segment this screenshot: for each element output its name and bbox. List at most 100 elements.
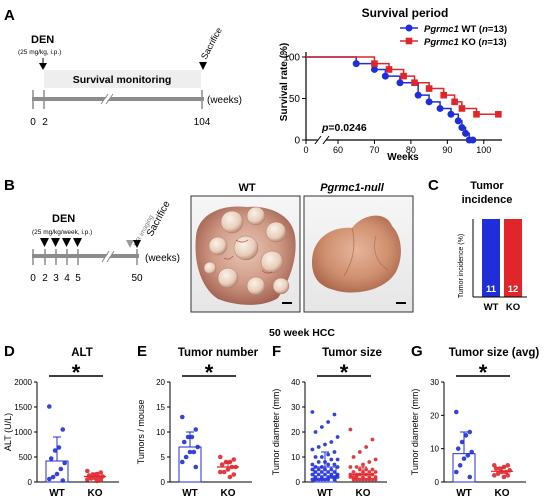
data-point-wt: [54, 471, 60, 477]
survival-point-wt: [381, 72, 389, 80]
legend-marker-wt: [405, 24, 413, 32]
timeline-ticks-a: [32, 90, 203, 109]
dot-plot-y-tick-label: 10: [430, 445, 439, 454]
legend-label: Pgrmc1 WT (n=13): [424, 24, 507, 35]
data-point-wt: [60, 478, 66, 483]
data-point-wt: [195, 444, 200, 450]
significance-star: *: [205, 360, 214, 385]
data-point-ko: [85, 477, 90, 482]
dot-plot-ylabel: Tumor diameter (mm): [410, 389, 420, 476]
data-point-wt: [319, 477, 324, 482]
survival-point-ko: [473, 110, 480, 118]
den-weekly-arrows-icon: [40, 238, 82, 247]
dot-plot-y-tick-label: 30: [430, 378, 439, 387]
survival-line-ko: [306, 56, 499, 116]
data-point-wt: [310, 410, 315, 414]
data-point-wt: [326, 420, 331, 424]
survival-point-ko: [425, 85, 433, 92]
data-point-ko: [357, 472, 362, 477]
tick-label-b-0: 0: [30, 273, 36, 284]
monitoring-label: Survival monitoring: [73, 74, 172, 86]
data-point-wt: [310, 472, 315, 477]
dot-plot-ylabel: Tumor diameter (mm): [271, 389, 281, 476]
data-point-wt: [316, 445, 321, 449]
survival-ylabel: Survival rate (%): [279, 43, 290, 121]
survival-point-wt: [352, 60, 360, 68]
data-point-ko: [361, 462, 365, 467]
panel-b-timeline: B DEN (25 mg/kg/week, i.p.) MR imaging S…: [4, 177, 180, 284]
survival-x-tick-label: 90: [442, 145, 452, 155]
data-point-wt: [319, 425, 324, 429]
data-point-wt: [465, 453, 471, 458]
data-point-wt: [454, 409, 459, 415]
data-point-ko: [221, 469, 227, 475]
ko-photo-label: Pgrmc1-null: [320, 182, 385, 194]
data-point-ko: [503, 469, 509, 475]
survival-axis-break: [314, 135, 322, 145]
data-point-wt: [323, 467, 327, 472]
data-point-ko: [227, 459, 233, 465]
data-point-wt: [319, 470, 324, 474]
dot-plot-alt: D ALT ALT (U/L) 0 500 1000 1500 2000 * WT KO: [3, 343, 119, 499]
dot-plot-ylabel: ALT (U/L): [3, 413, 13, 451]
dot-plot-category-label: KO: [356, 488, 371, 499]
data-point-ko: [492, 473, 497, 478]
data-point-ko: [348, 465, 353, 469]
data-point-wt: [319, 455, 324, 459]
data-point-ko: [370, 477, 375, 482]
data-point-ko: [373, 470, 378, 474]
dot-plot-y-tick-label: 20: [430, 411, 439, 420]
liver-photos: WT Pgrmc1-null: [190, 182, 414, 339]
den-dose: (25 mg/kg, i.p.): [18, 49, 61, 56]
survival-chart: Survival period Survival rate (%) Weeks …: [279, 6, 507, 163]
data-point-wt: [180, 414, 185, 420]
timeline-bar-b: [32, 254, 139, 258]
data-point-wt: [189, 434, 195, 440]
data-point-wt: [193, 427, 199, 432]
dot-plot-tumor_number: E Tumor number Tumors / mouse 0 5 10 15 20 * WT KO: [136, 343, 259, 499]
data-point-wt: [62, 460, 67, 466]
dot-plot-ylabel: Tumors / mouse: [136, 400, 146, 465]
dot-plot-title: Tumor size (avg): [449, 347, 540, 359]
survival-x-tick-label: 100: [476, 145, 491, 155]
data-point-wt: [187, 449, 193, 455]
timeline-break-a: [101, 93, 113, 105]
tick-label-b-50: 50: [131, 273, 143, 284]
survival-x-tick-label: 0: [303, 145, 308, 155]
dot-plot-category-label: WT: [182, 488, 198, 499]
data-point-wt: [47, 404, 52, 409]
survival-point-wt: [414, 91, 422, 99]
significance-star: *: [72, 360, 81, 385]
data-point-wt: [332, 462, 337, 467]
legend-marker-ko: [405, 37, 413, 45]
survival-point-wt: [458, 124, 466, 132]
dot-plot-y-tick-label: 15: [156, 403, 165, 412]
data-point-wt: [335, 457, 340, 462]
survival-point-ko: [385, 66, 393, 73]
data-point-wt: [459, 439, 465, 445]
dot-plot-y-tick-label: 30: [291, 403, 300, 412]
data-point-wt: [313, 465, 318, 469]
significance-star: *: [340, 360, 349, 385]
data-point-wt: [332, 412, 337, 417]
data-point-ko: [351, 470, 356, 474]
data-point-wt: [463, 433, 469, 438]
dot-plot-category-label: WT: [49, 488, 65, 499]
incidence-chart: C Tumor incidence Tumor incidence (%) 11…: [428, 177, 527, 313]
panel-a-timeline: A DEN (25 mg/kg, i.p.) Sacrifice Surviva…: [4, 7, 242, 128]
data-point-wt: [58, 466, 64, 472]
survival-point-wt: [454, 117, 462, 125]
data-point-wt: [332, 470, 337, 474]
den-arrow-head-icon: [39, 63, 47, 70]
survival-point-wt: [462, 129, 470, 137]
panel-c-letter: C: [428, 177, 439, 194]
data-point-ko: [499, 469, 505, 475]
timeline-ticks-b: [32, 249, 138, 265]
data-point-wt: [52, 448, 58, 453]
data-point-ko: [373, 477, 378, 482]
data-point-ko: [507, 468, 512, 473]
data-point-ko: [495, 471, 501, 476]
mr-arrow-icon: [126, 240, 134, 248]
survival-point-ko: [400, 72, 407, 80]
data-point-ko: [88, 476, 94, 481]
